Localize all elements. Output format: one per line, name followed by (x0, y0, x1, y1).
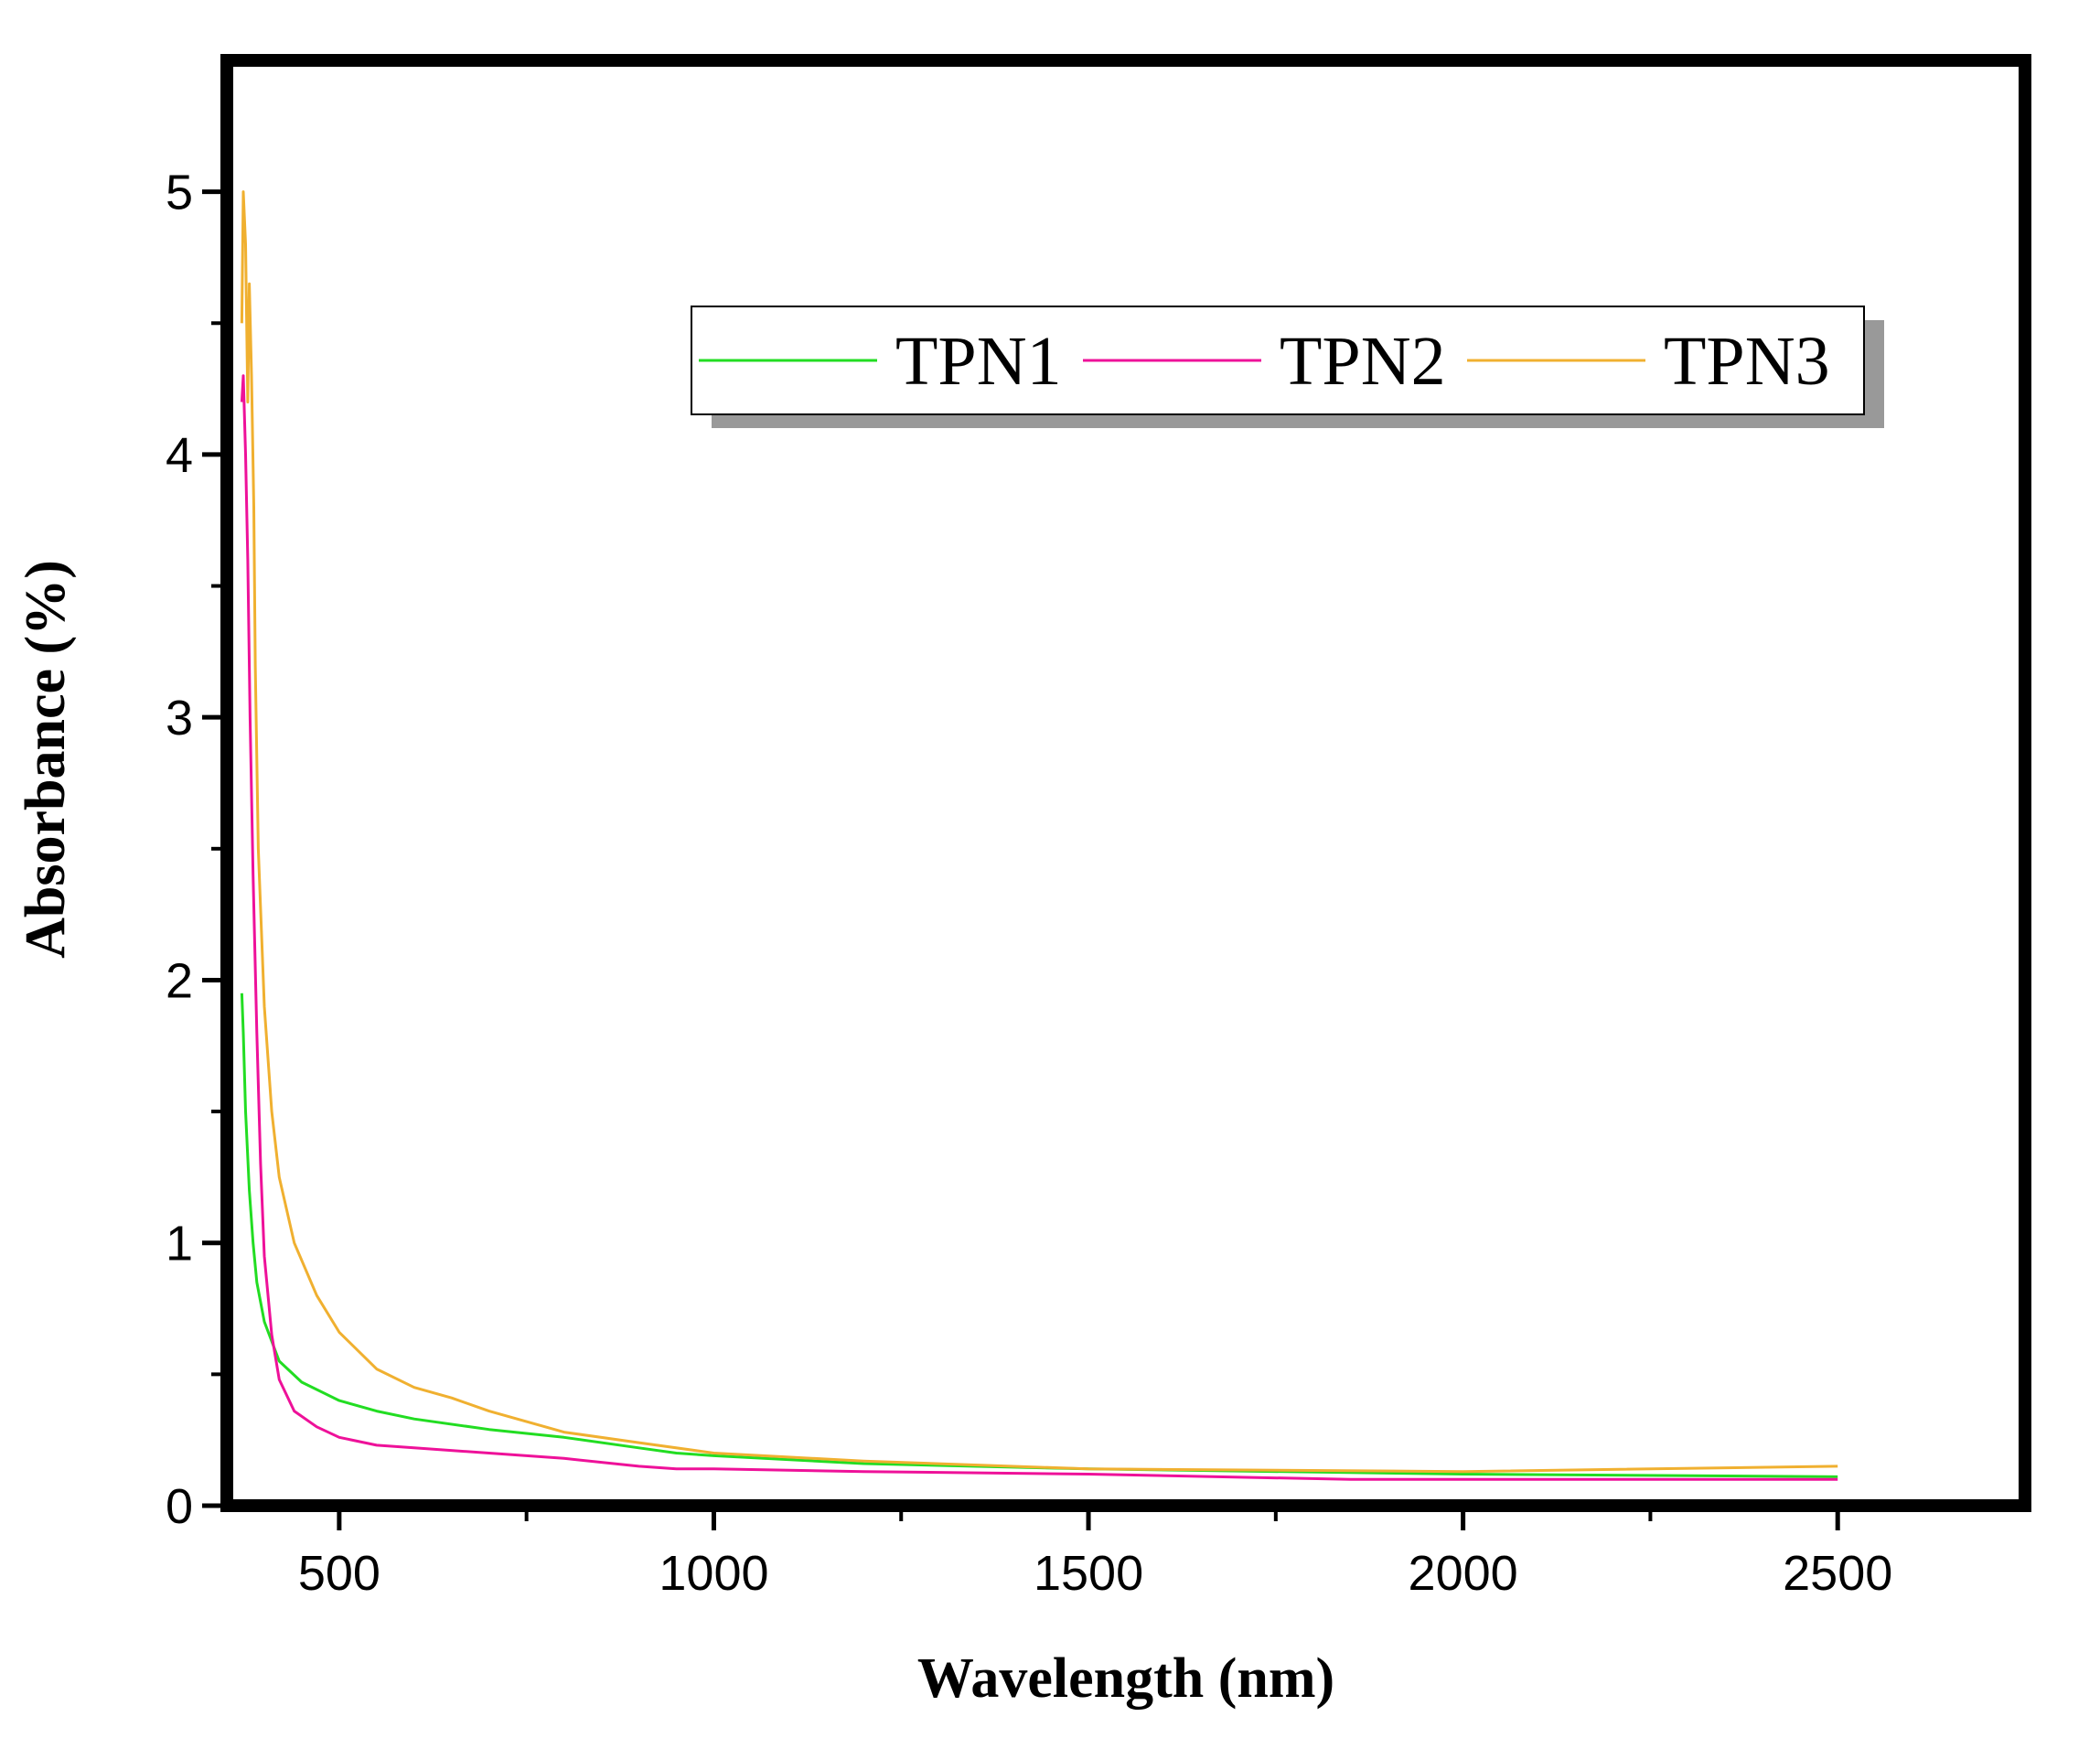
plot-frame (220, 54, 2031, 1512)
series-line-tpn3 (240, 190, 1838, 1474)
legend-label-tpn3: TPN3 (1664, 323, 1830, 400)
legend-label-tpn2: TPN2 (1280, 323, 1446, 400)
legend-box (691, 306, 1865, 415)
series-line-tpn2 (240, 374, 1838, 1481)
y-tick-label-2: 2 (166, 953, 193, 1008)
x-tick-label-2000: 2000 (1409, 1546, 1518, 1601)
y-axis-title: Absorbance (%) (15, 560, 77, 959)
legend: TPN1 TPN2 TPN3 (691, 306, 1884, 428)
legend-label-tpn1: TPN1 (895, 323, 1062, 400)
legend-items: TPN1 TPN2 TPN3 (699, 323, 1830, 400)
y-tick-label-1: 1 (166, 1217, 193, 1272)
y-tick-label-5: 5 (166, 166, 193, 220)
x-tick-label-1000: 1000 (659, 1546, 768, 1601)
y-tick-label-0: 0 (166, 1479, 193, 1534)
x-tick-label-2500: 2500 (1783, 1546, 1892, 1601)
x-tick-label-500: 500 (298, 1546, 380, 1601)
series-layer (240, 190, 1838, 1481)
y-tick-label-4: 4 (166, 428, 193, 483)
x-axis-title: Wavelength (nm) (917, 1647, 1334, 1710)
y-tick-label-3: 3 (166, 691, 193, 746)
series-line-tpn1 (240, 993, 1838, 1478)
x-tick-label-1500: 1500 (1034, 1546, 1143, 1601)
ticks-layer: 500 1000 1500 2000 2500 0 1 2 3 4 5 (166, 166, 1892, 1601)
